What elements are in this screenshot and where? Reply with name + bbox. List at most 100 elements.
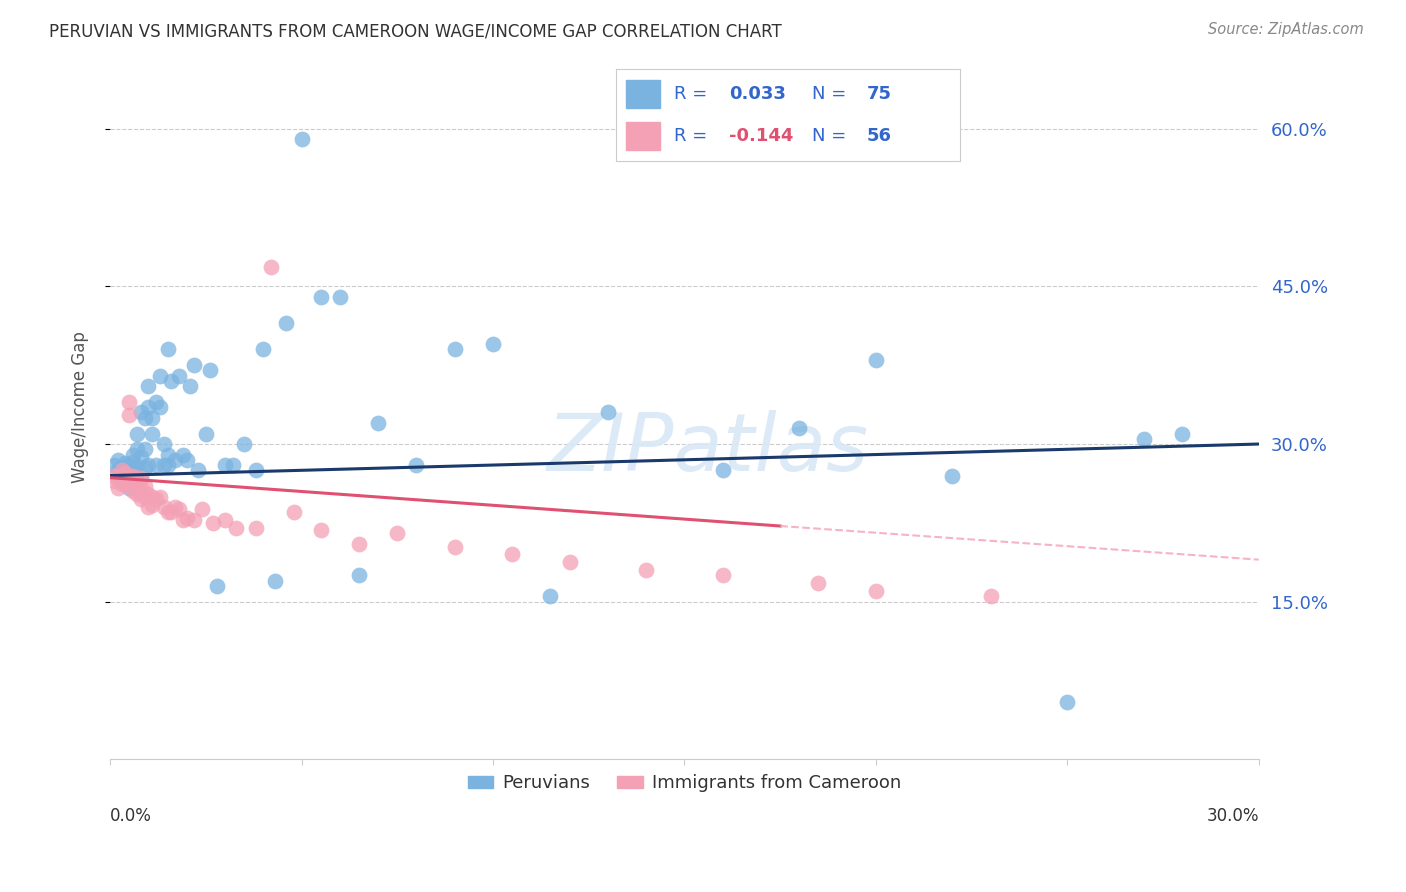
Point bbox=[309, 290, 332, 304]
Point bbox=[138, 500, 160, 514]
Point bbox=[118, 469, 141, 483]
Point bbox=[118, 395, 141, 409]
Point bbox=[387, 526, 409, 541]
Point bbox=[129, 470, 152, 484]
Point bbox=[636, 563, 658, 577]
Point bbox=[152, 500, 174, 514]
Point bbox=[107, 452, 129, 467]
Point bbox=[263, 574, 285, 588]
Point bbox=[122, 448, 145, 462]
Point bbox=[110, 470, 132, 484]
Point bbox=[309, 523, 332, 537]
Point bbox=[711, 463, 734, 477]
Point bbox=[165, 500, 187, 514]
Point bbox=[118, 458, 141, 472]
Point bbox=[103, 468, 125, 483]
Point bbox=[122, 477, 145, 491]
Point bbox=[172, 448, 194, 462]
Point bbox=[167, 502, 190, 516]
Point bbox=[367, 416, 389, 430]
Point bbox=[156, 448, 179, 462]
Point bbox=[245, 521, 267, 535]
Point bbox=[152, 437, 174, 451]
Text: PERUVIAN VS IMMIGRANTS FROM CAMEROON WAGE/INCOME GAP CORRELATION CHART: PERUVIAN VS IMMIGRANTS FROM CAMEROON WAG… bbox=[49, 22, 782, 40]
Point bbox=[129, 481, 152, 495]
Text: Source: ZipAtlas.com: Source: ZipAtlas.com bbox=[1208, 22, 1364, 37]
Point bbox=[225, 521, 247, 535]
Point bbox=[118, 474, 141, 488]
Point bbox=[110, 460, 132, 475]
Point bbox=[214, 513, 236, 527]
Point bbox=[221, 458, 243, 472]
Point bbox=[110, 474, 132, 488]
Point bbox=[160, 505, 183, 519]
Point bbox=[125, 442, 148, 457]
Point bbox=[149, 401, 172, 415]
Point bbox=[118, 464, 141, 478]
Point bbox=[129, 450, 152, 464]
Point bbox=[941, 468, 963, 483]
Point bbox=[125, 426, 148, 441]
Point bbox=[290, 132, 312, 146]
Point bbox=[198, 363, 221, 377]
Point bbox=[443, 540, 465, 554]
Point bbox=[134, 479, 156, 493]
Point bbox=[141, 490, 163, 504]
Point bbox=[138, 458, 160, 472]
Point bbox=[156, 505, 179, 519]
Point bbox=[156, 343, 179, 357]
Point bbox=[501, 548, 523, 562]
Point bbox=[156, 458, 179, 472]
Point bbox=[145, 458, 167, 472]
Point bbox=[538, 590, 561, 604]
Point bbox=[807, 575, 830, 590]
Point bbox=[134, 410, 156, 425]
Point bbox=[114, 467, 136, 481]
Point bbox=[347, 537, 370, 551]
Y-axis label: Wage/Income Gap: Wage/Income Gap bbox=[72, 331, 89, 483]
Point bbox=[787, 421, 810, 435]
Point bbox=[276, 316, 298, 330]
Point bbox=[125, 487, 148, 501]
Point bbox=[134, 490, 156, 504]
Legend: Peruvians, Immigrants from Cameroon: Peruvians, Immigrants from Cameroon bbox=[461, 767, 908, 799]
Point bbox=[122, 463, 145, 477]
Point bbox=[194, 426, 217, 441]
Point bbox=[129, 405, 152, 419]
Point bbox=[122, 470, 145, 484]
Point bbox=[183, 358, 205, 372]
Point bbox=[176, 452, 198, 467]
Point bbox=[260, 260, 283, 275]
Point bbox=[711, 568, 734, 582]
Text: 30.0%: 30.0% bbox=[1206, 806, 1258, 824]
Point bbox=[129, 468, 152, 483]
Point bbox=[125, 460, 148, 475]
Point bbox=[125, 479, 148, 493]
Point bbox=[141, 498, 163, 512]
Point bbox=[141, 426, 163, 441]
Point bbox=[138, 379, 160, 393]
Point bbox=[114, 468, 136, 483]
Point bbox=[110, 468, 132, 483]
Point bbox=[214, 458, 236, 472]
Point bbox=[865, 584, 887, 599]
Text: ZIPatlas: ZIPatlas bbox=[547, 410, 869, 489]
Point bbox=[110, 463, 132, 477]
Point bbox=[122, 484, 145, 499]
Point bbox=[1133, 432, 1156, 446]
Point bbox=[160, 374, 183, 388]
Point bbox=[149, 490, 172, 504]
Point bbox=[125, 474, 148, 488]
Point bbox=[122, 468, 145, 483]
Point bbox=[103, 458, 125, 472]
Point bbox=[114, 470, 136, 484]
Point bbox=[207, 579, 229, 593]
Point bbox=[167, 368, 190, 383]
Point bbox=[1171, 426, 1194, 441]
Point bbox=[558, 555, 581, 569]
Point bbox=[114, 477, 136, 491]
Text: 0.0%: 0.0% bbox=[110, 806, 152, 824]
Point bbox=[107, 463, 129, 477]
Point bbox=[114, 456, 136, 470]
Point bbox=[183, 513, 205, 527]
